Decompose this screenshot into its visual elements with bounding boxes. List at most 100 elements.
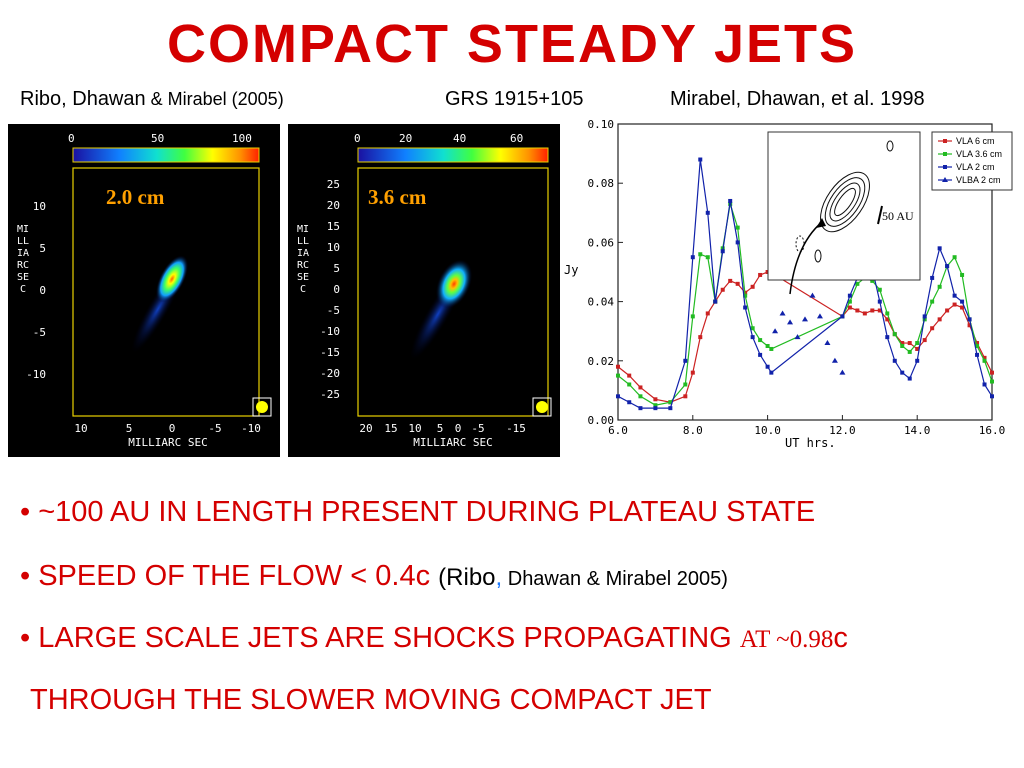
series-point: [765, 364, 770, 369]
bullet-item-continuation: THROUGH THE SLOWER MOVING COMPACT JET: [30, 683, 712, 717]
series-point: [855, 308, 860, 313]
inset-contours: [795, 140, 894, 263]
bullet-item: • SPEED OF THE FLOW < 0.4c (Ribo, Dhawan…: [20, 559, 728, 596]
xtick: 0: [455, 422, 462, 435]
map-3-6cm-svg: 0 20 40 60 3.6 cm 25 20 15 10 5 0 -5 -10…: [320, 132, 552, 449]
map-label-2cm: 2.0 cm: [106, 185, 165, 209]
series-point: [735, 281, 740, 286]
axis-ticks: 6.0 8.0 10.0 12.0 14.0 16.0 0.00 0.02 0.04 0.06 0.…: [588, 118, 1006, 437]
reference-ribo-names: Ribo, Dhawan: [20, 88, 146, 110]
series-point: [952, 255, 957, 260]
series-point: [743, 305, 748, 310]
series-point: [975, 344, 980, 348]
slide-title: COMPACT STEADY JETS: [166, 14, 858, 74]
series-point: [735, 240, 740, 245]
y-axis-label: Jy: [564, 263, 578, 277]
series-point: [930, 299, 935, 304]
reference-source: GRS 1915+105: [445, 88, 584, 110]
citation-comma: ,: [495, 564, 503, 591]
legend-marker: [943, 165, 947, 169]
bullet-item: • LARGE SCALE JETS ARE SHOCKS PROPAGATIN…: [20, 621, 848, 657]
legend-marker: [942, 177, 948, 182]
colorbar-tick: 20: [399, 132, 412, 145]
series-point: [937, 317, 942, 322]
series-point: [720, 287, 725, 292]
yticks-2cm: 10 5 0 -5 -10: [26, 200, 46, 381]
colorbar-tick: 40: [453, 132, 466, 145]
series-point: [809, 292, 816, 298]
series-point: [982, 355, 987, 360]
map-panel-2cm: 0 50 100 2.0 cm 10 5 0 -5 -10 10 5 0 -5 …: [8, 124, 280, 457]
series-point: [720, 249, 725, 254]
series-point: [885, 311, 890, 316]
series-point: [616, 364, 620, 369]
series-point: [705, 311, 710, 316]
series-point: [862, 311, 867, 316]
bullet-text: THROUGH THE SLOWER MOVING COMPACT JET: [30, 684, 712, 716]
series-point: [945, 264, 950, 269]
colorbar-3-6cm: [357, 147, 549, 163]
x-tick-label: 16.0: [979, 424, 1006, 437]
series-point: [975, 352, 980, 357]
series-point: [915, 346, 920, 351]
legend-label: VLA 3.6 cm: [956, 149, 1002, 159]
legend-label: VLA 6 cm: [956, 136, 995, 146]
x-tick-label: 10.0: [754, 424, 781, 437]
series-point: [922, 338, 927, 343]
series-point: [975, 341, 980, 346]
ytick: 5: [39, 242, 46, 255]
bullet-dot: •: [20, 560, 31, 592]
xtick: 20: [359, 422, 372, 435]
series-point: [653, 397, 658, 402]
series-point: [705, 210, 710, 215]
series-point: [937, 284, 942, 289]
yticks-3-6cm: 25 20 15 10 5 0 -5 -10 -15 -20 -25: [320, 178, 340, 401]
series-point: [616, 394, 620, 399]
series-point: [638, 385, 643, 390]
x-tick-label: 6.0: [608, 424, 628, 437]
ytick: -10: [26, 368, 46, 381]
series-point: [758, 338, 763, 343]
xticks-2cm: 10 5 0 -5 -10: [74, 422, 261, 435]
series-point: [900, 341, 905, 346]
beam-box: [532, 397, 552, 417]
ytick: 0: [39, 284, 46, 297]
y-tick-label: 0.00: [588, 414, 615, 427]
series-point: [990, 370, 994, 375]
series-point: [960, 305, 965, 310]
series-point: [653, 406, 658, 411]
ytick: -15: [320, 346, 340, 359]
y-tick-label: 0.08: [588, 177, 615, 190]
inset-frame: [767, 131, 921, 281]
light-curve-chart: 6.0 8.0 10.0 12.0 14.0 16.0 0.00 0.02 0.04 0.06 0.…: [564, 118, 1013, 450]
x-tick-label: 8.0: [683, 424, 703, 437]
xtick: -5: [471, 422, 484, 435]
legend-marker: [943, 139, 947, 143]
ytick: 10: [327, 241, 340, 254]
series-point: [713, 299, 718, 304]
series-point: [638, 406, 643, 411]
series-point: [900, 370, 905, 375]
beam-box: [252, 397, 272, 417]
series-layer: [616, 157, 994, 411]
series-point: [847, 299, 852, 304]
xtick: -10: [241, 422, 261, 435]
series-point: [900, 344, 905, 348]
map-frame-3-6cm: [357, 167, 549, 417]
colorbar-tick: 100: [232, 132, 252, 145]
xtick: -15: [506, 422, 526, 435]
ytick: 0: [333, 283, 340, 296]
series-point: [847, 305, 852, 310]
series-point: [627, 373, 632, 378]
series-point: [870, 308, 875, 313]
citation-rest: Dhawan & Mirabel 2005): [502, 568, 728, 590]
inset-map: 50 AU: [767, 131, 921, 295]
series-point: [705, 255, 710, 260]
series-point: [653, 403, 658, 408]
plot-frame: [617, 123, 993, 421]
inset-scale-label: 50 AU: [882, 209, 914, 223]
bullet-dot: •: [20, 622, 31, 654]
legend-marker: [943, 152, 947, 156]
series-point: [758, 352, 763, 357]
series-point: [982, 382, 987, 387]
